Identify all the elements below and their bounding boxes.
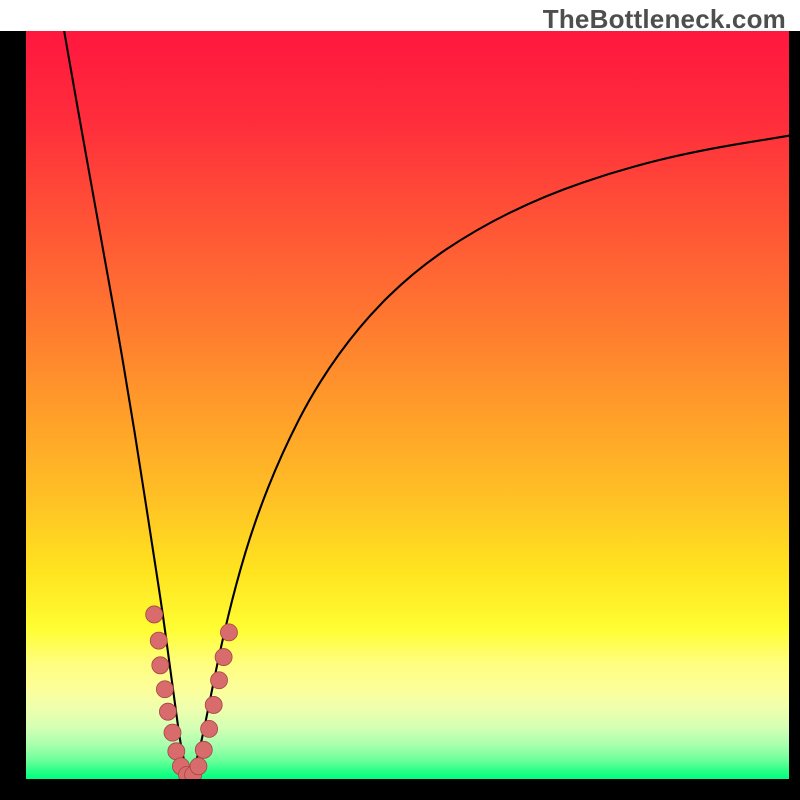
watermark-text: TheBottleneck.com: [543, 4, 786, 35]
bottleneck-chart: [0, 0, 800, 800]
canvas: TheBottleneck.com: [0, 0, 800, 800]
